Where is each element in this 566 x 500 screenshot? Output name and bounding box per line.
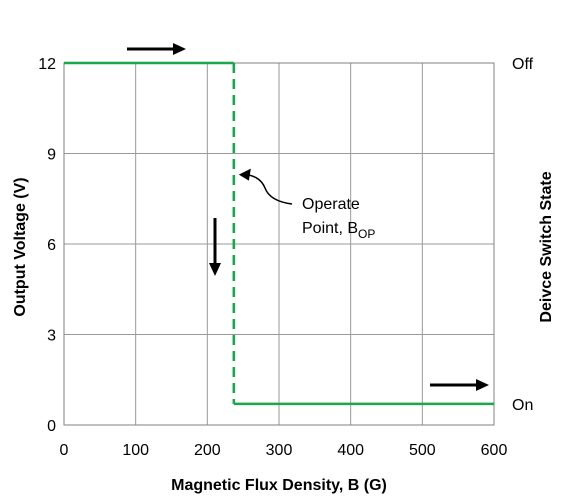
annotation-line-1: Operate [302, 196, 360, 213]
right-axis-label-off: Off [512, 56, 534, 73]
annotation-subscript: OP [358, 227, 375, 241]
grid [64, 63, 494, 425]
direction-arrowhead-right [173, 43, 186, 55]
annotation-line-2: Point, BOP [302, 220, 375, 241]
annotation-arrowhead [238, 168, 251, 181]
x-tick-label: 0 [60, 442, 69, 459]
y-tick-label: 6 [47, 237, 56, 254]
x-tick-label: 300 [266, 442, 293, 459]
x-axis-title: Magnetic Flux Density, B (G) [171, 477, 387, 494]
right-axis-labels: Off On [512, 56, 534, 414]
x-tick-label: 500 [409, 442, 436, 459]
y-tick-label: 12 [38, 56, 56, 73]
direction-arrowhead-down [209, 263, 221, 276]
y-tick-label: 0 [47, 418, 56, 435]
direction-arrowhead-right [476, 379, 489, 391]
annotation-arrow [244, 173, 293, 205]
direction-arrows [127, 43, 489, 391]
y-tick-labels: 0 3 6 9 12 [38, 56, 56, 435]
operate-point-annotation: Operate Point, BOP [238, 168, 375, 241]
x-tick-labels: 0 100 200 300 400 500 600 [60, 442, 508, 459]
plot-frame [63, 62, 495, 426]
x-tick-label: 600 [481, 442, 508, 459]
annotation-line-2-main: Point, B [302, 220, 358, 237]
x-tick-label: 400 [337, 442, 364, 459]
y-axis-title: Output Voltage (V) [12, 177, 29, 316]
y-tick-label: 9 [47, 147, 56, 164]
x-tick-label: 200 [194, 442, 221, 459]
series-layer [64, 61, 494, 406]
right-axis-title: Deivce Switch State [538, 171, 555, 322]
x-tick-label: 100 [122, 442, 149, 459]
y-tick-label: 3 [47, 328, 56, 345]
right-axis-label-on: On [512, 397, 533, 414]
